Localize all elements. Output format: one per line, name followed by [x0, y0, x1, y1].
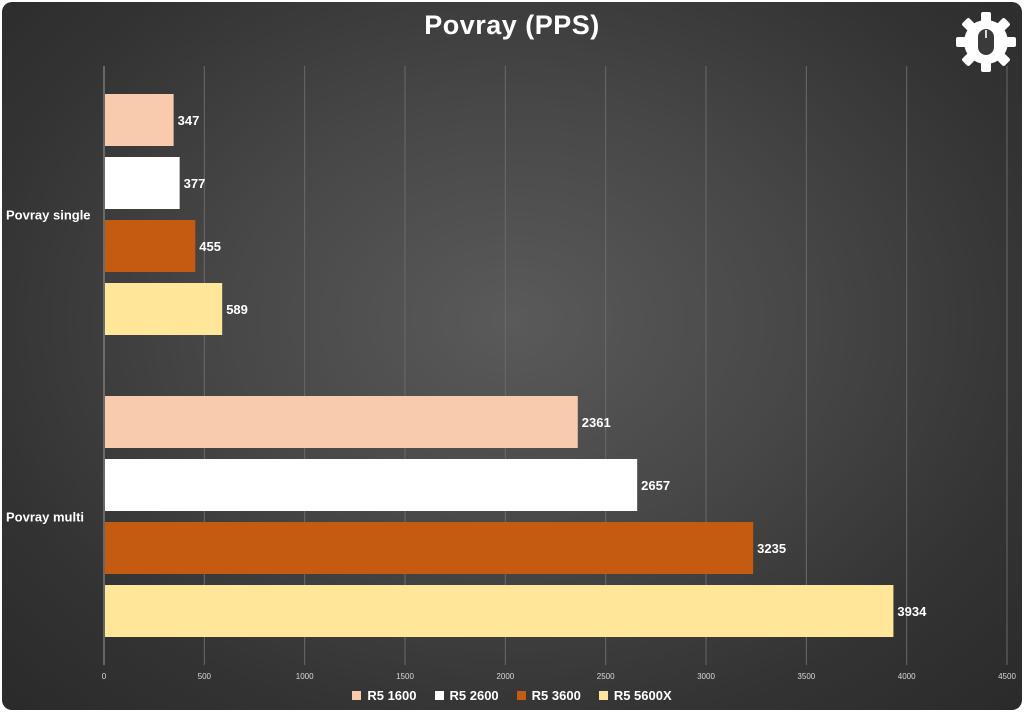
plot-area: 0 500 1000 1500 2000 2500 3000 3500 4000 4500 347 3… [6, 66, 1016, 681]
legend-swatch [598, 691, 608, 700]
bar [105, 283, 223, 335]
legend-item: R5 1600 [352, 688, 417, 703]
bar [105, 585, 894, 637]
data-label: 3235 [757, 541, 786, 556]
legend-swatch [516, 691, 526, 700]
data-label: 3934 [897, 604, 927, 619]
bar [105, 157, 180, 209]
data-label: 2657 [641, 478, 670, 493]
legend-item: R5 3600 [516, 688, 581, 703]
category-label: Povray single [6, 208, 91, 223]
legend-label: R5 5600X [613, 688, 672, 703]
x-tick-label: 4000 [898, 672, 916, 681]
x-tick-label: 500 [198, 672, 212, 681]
legend-swatch [434, 691, 444, 700]
x-tick-label: 2000 [496, 672, 514, 681]
x-tick-label: 0 [102, 672, 107, 681]
x-tick-label: 4500 [998, 672, 1016, 681]
bar [105, 94, 174, 146]
data-label: 589 [226, 302, 248, 317]
data-label: 377 [184, 176, 206, 191]
x-tick-label: 2500 [597, 672, 615, 681]
legend-label: R5 1600 [367, 688, 417, 703]
x-tick-label: 1500 [396, 672, 414, 681]
bar [105, 522, 754, 574]
x-tick-label: 1000 [296, 672, 314, 681]
data-label: 455 [199, 239, 221, 254]
x-tick-label: 3000 [697, 672, 715, 681]
legend-label: R5 2600 [449, 688, 499, 703]
bar [105, 220, 196, 272]
legend-item: R5 5600X [598, 688, 672, 703]
chart-legend: R5 1600 R5 2600 R5 3600 R5 5600X [2, 688, 1022, 703]
data-label: 2361 [582, 415, 611, 430]
legend-label: R5 3600 [531, 688, 581, 703]
gear-mouse-icon [956, 12, 1016, 72]
bar [105, 396, 578, 448]
legend-item: R5 2600 [434, 688, 499, 703]
bar [105, 459, 638, 511]
legend-swatch [352, 691, 362, 700]
chart-title: Povray (PPS) [424, 10, 600, 40]
data-label: 347 [178, 113, 200, 128]
x-tick-label: 3500 [797, 672, 815, 681]
category-label: Povray multi [6, 510, 84, 525]
